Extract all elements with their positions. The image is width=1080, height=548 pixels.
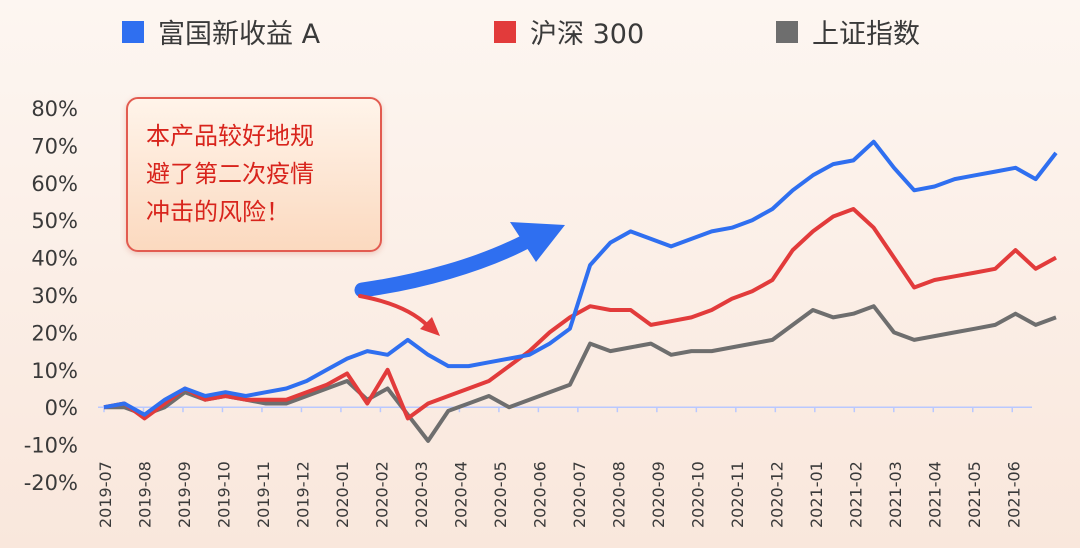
x-tick-label: 2021-05 <box>965 461 984 528</box>
y-tick-label: 30% <box>31 284 78 308</box>
annotation-line: 冲击的风险！ <box>146 198 290 226</box>
y-tick-label: 20% <box>31 321 78 345</box>
x-axis: 2019-07 2019-08 2019-09 2019-10 2019-11 2019-… <box>96 407 1023 528</box>
legend-label: 上证指数 <box>812 19 920 50</box>
x-tick-label: 2020-07 <box>570 461 589 528</box>
legend-item-fund: 富国新收益 A <box>122 12 320 51</box>
x-tick-label: 2021-01 <box>807 461 826 528</box>
y-tick-label: 80% <box>31 97 78 121</box>
legend-swatch <box>122 20 144 43</box>
red-arrow-icon <box>358 294 440 336</box>
x-tick-label: 2019-11 <box>254 461 273 528</box>
legend-label: 富国新收益 A <box>158 19 321 50</box>
x-tick-label: 2020-11 <box>728 461 747 528</box>
x-tick-label: 2020-02 <box>372 461 391 528</box>
y-tick-label: 10% <box>31 359 78 383</box>
x-tick-label: 2020-09 <box>649 461 668 528</box>
x-tick-label: 2021-04 <box>925 461 944 528</box>
x-tick-label: 2019-09 <box>175 461 194 528</box>
x-tick-label: 2020-10 <box>688 461 707 528</box>
y-tick-label: 70% <box>31 134 78 158</box>
legend-item-csi300: 沪深 300 <box>494 12 644 51</box>
chart-legend: 富国新收益 A 沪深 300 上证指数 <box>0 12 1080 52</box>
x-tick-label: 2020-01 <box>333 461 352 528</box>
y-tick-label: 0% <box>45 396 78 420</box>
x-tick-label: 2019-12 <box>293 461 312 528</box>
x-tick-label: 2020-04 <box>451 461 470 528</box>
x-tick-label: 2021-03 <box>886 461 905 528</box>
x-tick-label: 2020-12 <box>767 461 786 528</box>
legend-swatch <box>494 20 516 43</box>
x-tick-label: 2020-08 <box>609 461 628 528</box>
arrow-icon <box>354 222 565 298</box>
y-axis: 80% 70% 60% 50% 40% 30% 20% 10% 0% -10% -20% <box>24 97 78 495</box>
annotation-line: 本产品较好地规 <box>146 122 314 150</box>
legend-label: 沪深 300 <box>530 19 645 50</box>
y-tick-label: 60% <box>31 172 78 196</box>
x-tick-label: 2020-05 <box>491 461 510 528</box>
legend-item-sse: 上证指数 <box>776 12 920 51</box>
x-tick-label: 2020-03 <box>412 461 431 528</box>
x-tick-label: 2021-02 <box>846 461 865 528</box>
y-tick-label: -20% <box>24 471 78 495</box>
series-lines <box>103 139 1058 443</box>
x-tick-label: 2019-10 <box>214 461 233 528</box>
y-tick-label: 50% <box>31 209 78 233</box>
annotation-line: 避了第二次疫情 <box>146 160 314 188</box>
x-tick-label: 2020-06 <box>530 461 549 528</box>
series-line <box>104 304 1057 443</box>
series-line <box>103 207 1057 421</box>
x-tick-label: 2019-07 <box>96 461 115 528</box>
series-line <box>103 139 1058 417</box>
x-tick-label: 2019-08 <box>135 461 154 528</box>
x-tick-label: 2021-06 <box>1004 461 1023 528</box>
legend-swatch <box>776 20 798 43</box>
y-tick-label: -10% <box>24 434 78 458</box>
annotation-callout: 本产品较好地规 避了第二次疫情 冲击的风险！ <box>126 97 382 252</box>
y-tick-label: 40% <box>31 247 78 271</box>
